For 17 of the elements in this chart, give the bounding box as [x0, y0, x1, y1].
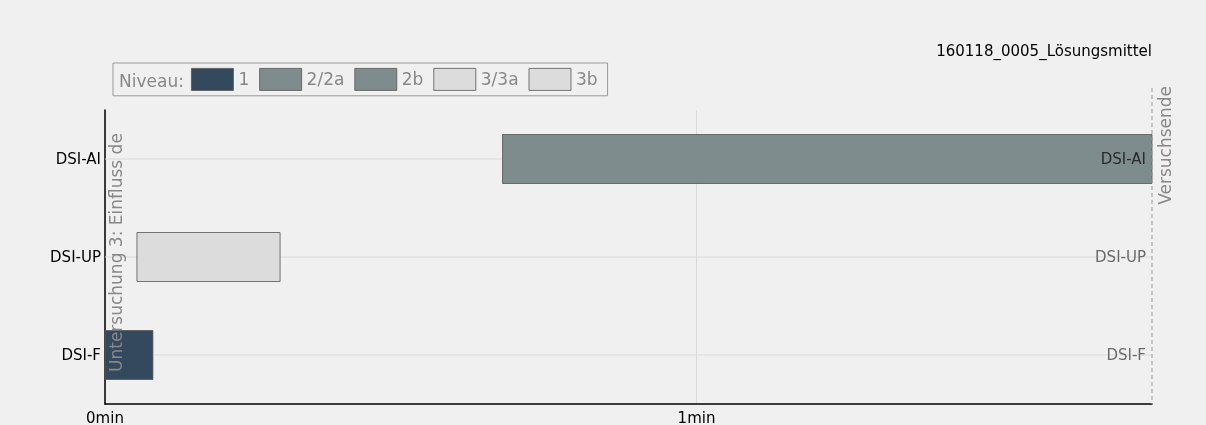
text: DSI-AI [55, 150, 101, 168]
x-tick-label: 1min [677, 408, 716, 425]
legend-label: 3b [575, 69, 598, 90]
legend-label: 2b [401, 69, 424, 90]
x-tick-label: 0min [86, 408, 124, 425]
legend-label: 1 [238, 69, 250, 90]
y-tick-label: DSI-UP [1095, 248, 1146, 266]
chart-title: 160118_0005_Lösungsmittel [936, 41, 1152, 61]
annotation: Untersuchung 3: Einfluss de [105, 133, 126, 372]
text: DSI-UP [50, 248, 101, 266]
ref-line-label: Versuchsende [1154, 86, 1175, 205]
y-tick-label: DSI-AI [1100, 150, 1146, 168]
legend-title: Niveau: [119, 70, 184, 91]
legend-label: 2/2a [306, 69, 345, 90]
text: DSI-F [61, 346, 101, 364]
y-tick-label: DSI-F [1106, 346, 1146, 364]
legend-label: 3/3a [480, 69, 519, 90]
